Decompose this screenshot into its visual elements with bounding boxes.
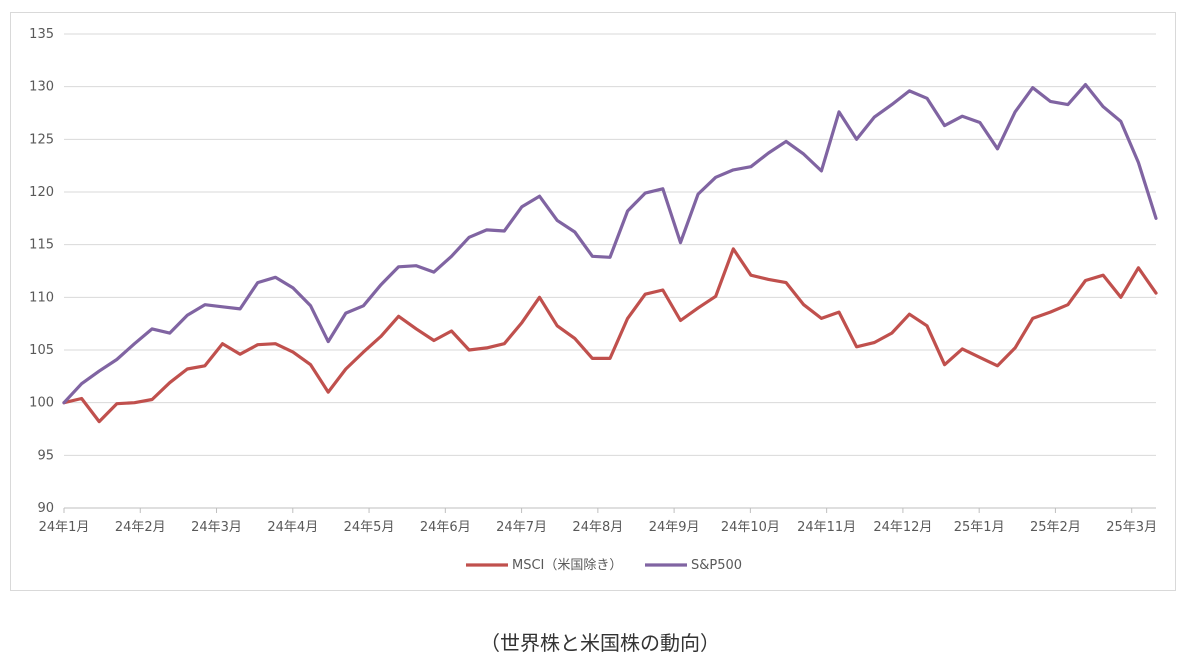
x-tick-label: 24年8月 — [572, 520, 623, 535]
x-tick-label: 24年9月 — [649, 520, 700, 535]
series-line-msci — [62, 247, 1158, 424]
y-tick-label: 120 — [29, 185, 54, 200]
x-tick-label: 24年10月 — [721, 520, 780, 535]
figure-caption: （世界株と米国株の動向） — [480, 631, 720, 655]
x-tick-label: 24年6月 — [420, 520, 471, 535]
legend-label: S&P500 — [691, 558, 742, 573]
series-line-sp500 — [62, 82, 1158, 405]
y-tick-label: 110 — [29, 290, 54, 305]
y-tick-label: 95 — [37, 448, 54, 463]
y-tick-label: 125 — [29, 132, 54, 147]
legend-label: MSCI（米国除き） — [512, 558, 622, 573]
x-tick-label: 24年7月 — [496, 520, 547, 535]
x-tick-label: 24年2月 — [115, 520, 166, 535]
legend: MSCI（米国除き） S&P500 — [466, 558, 742, 573]
y-tick-label: 100 — [29, 396, 54, 411]
x-tick-label: 24年1月 — [39, 520, 90, 535]
x-tick-label: 25年2月 — [1030, 520, 1081, 535]
x-tick-label: 24年11月 — [797, 520, 856, 535]
y-axis-tick-labels: 90 95 100 105 110 115 120 125 130 135 — [29, 27, 54, 516]
y-tick-label: 105 — [29, 343, 54, 358]
y-tick-label: 130 — [29, 80, 54, 95]
y-tick-label: 135 — [29, 27, 54, 42]
grid-lines — [64, 33, 1156, 456]
chart-frame: 90 95 100 105 110 115 120 125 130 135 24年1月 24年2月 2… — [10, 12, 1176, 591]
y-tick-label: 115 — [29, 238, 54, 253]
x-tick-label: 24年4月 — [267, 520, 318, 535]
y-tick-label: 90 — [37, 501, 54, 516]
x-tick-label: 24年3月 — [191, 520, 242, 535]
x-tick-label: 24年12月 — [873, 520, 932, 535]
x-axis-tick-labels: 24年1月 24年2月 24年3月 24年4月 24年5月 24年6月 24年7月 24年8月… — [39, 508, 1157, 535]
x-tick-label: 25年3月 — [1106, 520, 1157, 535]
x-tick-label: 24年5月 — [344, 520, 395, 535]
x-tick-label: 25年1月 — [954, 520, 1005, 535]
series-lines — [62, 82, 1158, 424]
